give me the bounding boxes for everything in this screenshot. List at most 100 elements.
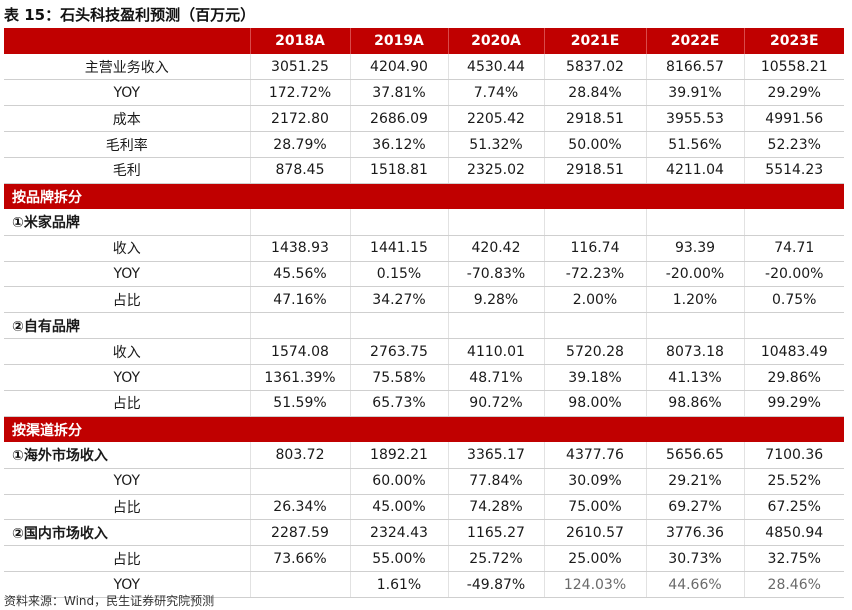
table-row: 收入 1574.08 2763.75 4110.01 5720.28 8073.18 104… xyxy=(4,338,844,366)
value-cell xyxy=(543,209,646,236)
table-row: 占比 26.34% 45.00% 74.28% 75.00% 69.27% 67.25% xyxy=(4,494,844,521)
row-label: YOY xyxy=(4,364,250,391)
row-label: YOY xyxy=(4,261,250,288)
section-label: 按品牌拆分 xyxy=(4,183,844,210)
header-cell: 2021E xyxy=(543,28,646,54)
row-label: 收入 xyxy=(4,235,250,262)
value-cell: 3955.53 xyxy=(645,105,744,133)
row-label: 占比 xyxy=(4,390,250,417)
value-cell: 69.27% xyxy=(645,494,744,521)
table-row: YOY 1361.39% 75.58% 48.71% 39.18% 41.13% 29.86… xyxy=(4,364,844,391)
value-cell: 1165.27 xyxy=(447,519,544,547)
group-row: ②国内市场收入 2287.59 2324.43 1165.27 2610.57 3776.… xyxy=(4,519,844,547)
value-cell: 75.58% xyxy=(349,364,448,391)
profit-forecast-table: 2018A 2019A 2020A 2021E 2022E 2023E 主营业务… xyxy=(4,28,844,599)
value-cell xyxy=(447,209,544,236)
value-cell: 47.16% xyxy=(249,286,350,314)
header-cell: 2018A xyxy=(249,28,350,54)
value-cell: 50.00% xyxy=(543,131,646,158)
table-row: 成本 2172.80 2686.09 2205.42 2918.51 3955.53 499… xyxy=(4,105,844,133)
row-label: YOY xyxy=(4,468,250,495)
value-cell: 2918.51 xyxy=(543,157,646,184)
value-cell: 3776.36 xyxy=(645,519,744,547)
value-cell: 2325.02 xyxy=(447,157,544,184)
value-cell: 2.00% xyxy=(543,286,646,314)
value-cell: 28.79% xyxy=(249,131,350,158)
value-cell: 98.86% xyxy=(645,390,744,417)
value-cell: 30.09% xyxy=(543,468,646,495)
value-cell: 34.27% xyxy=(349,286,448,314)
header-cell: 2020A xyxy=(447,28,544,54)
value-cell: 51.56% xyxy=(645,131,744,158)
value-cell: 26.34% xyxy=(249,494,350,521)
row-label: 主营业务收入 xyxy=(4,53,250,81)
value-cell: 65.73% xyxy=(349,390,448,417)
row-label: ①海外市场收入 xyxy=(4,442,250,469)
group-row: ②自有品牌 xyxy=(4,312,844,340)
value-cell: 32.75% xyxy=(743,545,844,573)
value-cell: 4377.76 xyxy=(543,442,646,469)
value-cell: 77.84% xyxy=(447,468,544,495)
section-label: 按渠道拆分 xyxy=(4,416,844,443)
value-cell xyxy=(645,312,744,340)
value-cell: 30.73% xyxy=(645,545,744,573)
value-cell: 41.13% xyxy=(645,364,744,391)
value-cell: 2287.59 xyxy=(249,519,350,547)
value-cell: 5656.65 xyxy=(645,442,744,469)
value-cell: 25.00% xyxy=(543,545,646,573)
value-cell: 52.23% xyxy=(743,131,844,158)
row-label: 收入 xyxy=(4,338,250,366)
row-label: 成本 xyxy=(4,105,250,133)
value-cell: -20.00% xyxy=(645,261,744,288)
value-cell: 4991.56 xyxy=(743,105,844,133)
row-label: YOY xyxy=(4,79,250,107)
table-row: YOY 1.61% -49.87% 124.03% 44.66% 28.46% xyxy=(4,571,844,599)
value-cell: 5720.28 xyxy=(543,338,646,366)
row-label: 占比 xyxy=(4,545,250,573)
row-label: 占比 xyxy=(4,286,250,314)
section-row: 按品牌拆分 xyxy=(4,183,844,210)
value-cell xyxy=(743,312,844,340)
value-cell: 4211.04 xyxy=(645,157,744,184)
value-cell: 48.71% xyxy=(447,364,544,391)
value-cell: 37.81% xyxy=(349,79,448,107)
table-row: 毛利率 28.79% 36.12% 51.32% 50.00% 51.56% 52.23% xyxy=(4,131,844,158)
table-row: 主营业务收入 3051.25 4204.90 4530.44 5837.02 8166.5… xyxy=(4,53,844,81)
value-cell: 99.29% xyxy=(743,390,844,417)
value-cell xyxy=(645,209,744,236)
value-cell: 3365.17 xyxy=(447,442,544,469)
value-cell: 3051.25 xyxy=(249,53,350,81)
value-cell: -72.23% xyxy=(543,261,646,288)
value-cell: 878.45 xyxy=(249,157,350,184)
value-cell: 39.91% xyxy=(645,79,744,107)
table-body: 主营业务收入 3051.25 4204.90 4530.44 5837.02 8166.5… xyxy=(4,53,844,599)
value-cell xyxy=(249,312,350,340)
value-cell: 2172.80 xyxy=(249,105,350,133)
value-cell: 36.12% xyxy=(349,131,448,158)
value-cell: 2324.43 xyxy=(349,519,448,547)
value-cell: 4204.90 xyxy=(349,53,448,81)
value-cell: 4110.01 xyxy=(447,338,544,366)
value-cell: 4850.94 xyxy=(743,519,844,547)
value-cell: 29.86% xyxy=(743,364,844,391)
value-cell: 25.52% xyxy=(743,468,844,495)
value-cell: 8073.18 xyxy=(645,338,744,366)
value-cell: 28.46% xyxy=(743,571,844,599)
value-cell: 98.00% xyxy=(543,390,646,417)
value-cell: 1.61% xyxy=(349,571,448,599)
value-cell: 60.00% xyxy=(349,468,448,495)
table-row: 占比 51.59% 65.73% 90.72% 98.00% 98.86% 99.29% xyxy=(4,390,844,417)
row-label: 占比 xyxy=(4,494,250,521)
table-row: 收入 1438.93 1441.15 420.42 116.74 93.39 74.71 xyxy=(4,235,844,262)
value-cell: 1441.15 xyxy=(349,235,448,262)
value-cell: 67.25% xyxy=(743,494,844,521)
value-cell xyxy=(447,312,544,340)
value-cell: 1574.08 xyxy=(249,338,350,366)
value-cell: 55.00% xyxy=(349,545,448,573)
source-note: 资料来源：Wind，民生证券研究院预测 xyxy=(4,594,215,608)
value-cell: 74.28% xyxy=(447,494,544,521)
value-cell: 420.42 xyxy=(447,235,544,262)
value-cell: 5514.23 xyxy=(743,157,844,184)
value-cell: -70.83% xyxy=(447,261,544,288)
header-row: 2018A 2019A 2020A 2021E 2022E 2023E xyxy=(4,28,844,54)
